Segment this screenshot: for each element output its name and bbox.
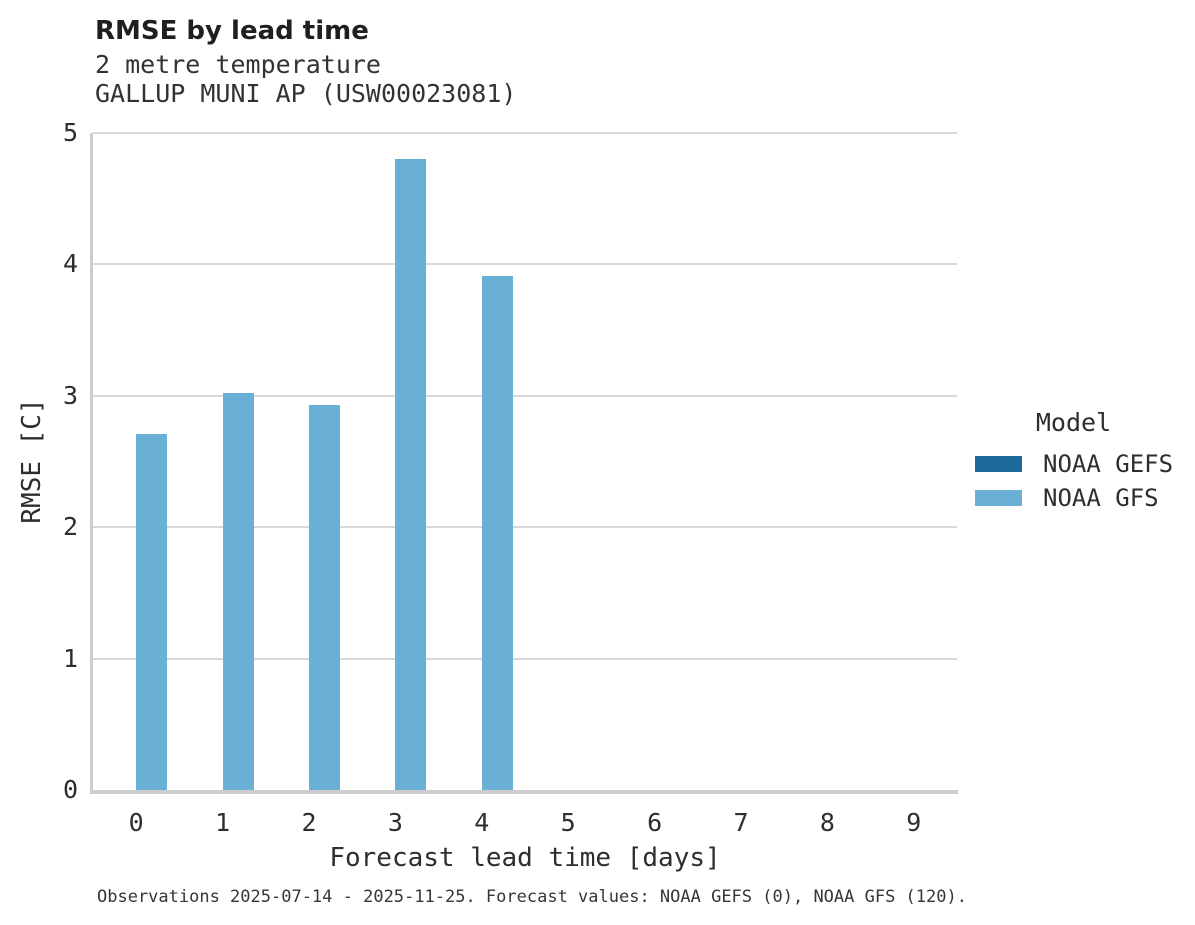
gridline-y-4 bbox=[93, 263, 957, 266]
x-tick-label-6: 6 bbox=[647, 808, 663, 837]
x-axis-title: Forecast lead time [days] bbox=[329, 843, 721, 873]
y-tick-label-0: 0 bbox=[62, 775, 78, 804]
legend: Model NOAA GEFS NOAA GFS bbox=[966, 408, 1181, 515]
y-tick-label-2: 2 bbox=[62, 512, 78, 542]
x-tick-label-7: 7 bbox=[733, 808, 749, 837]
chart-title: RMSE by lead time bbox=[95, 16, 369, 46]
x-axis-domain-line bbox=[90, 790, 958, 794]
x-tick-label-2: 2 bbox=[301, 808, 317, 837]
x-tick-label-9: 9 bbox=[906, 808, 922, 837]
bar-noaa-gfs-lead-3 bbox=[395, 159, 427, 790]
y-tick-label-5: 5 bbox=[62, 118, 78, 147]
chart-footer: Observations 2025-07-14 - 2025-11-25. Fo… bbox=[97, 887, 967, 907]
legend-label: NOAA GEFS bbox=[1043, 450, 1174, 478]
x-tick-label-5: 5 bbox=[560, 808, 576, 837]
x-tick-label-4: 4 bbox=[474, 808, 490, 837]
bar-noaa-gfs-lead-1 bbox=[222, 393, 254, 790]
legend-swatch-noaa-gefs bbox=[975, 456, 1022, 472]
gridline-y-3 bbox=[93, 394, 957, 397]
x-tick-label-1: 1 bbox=[215, 808, 231, 837]
y-tick-label-3: 3 bbox=[62, 380, 78, 410]
legend-title: Model bbox=[1035, 408, 1112, 437]
legend-label: NOAA GFS bbox=[1043, 484, 1159, 512]
y-tick-label-1: 1 bbox=[62, 643, 78, 673]
legend-entry-noaa-gfs: NOAA GFS bbox=[966, 481, 1181, 515]
chart-subtitle-line-2: GALLUP MUNI AP (USW00023081) bbox=[95, 79, 517, 108]
gridline-y-1 bbox=[93, 657, 957, 660]
y-axis-title: RMSE [C] bbox=[17, 398, 47, 524]
y-tick-label-4: 4 bbox=[62, 249, 78, 279]
chart-subtitle-line-1: 2 metre temperature bbox=[95, 50, 381, 79]
bar-noaa-gfs-lead-2 bbox=[309, 404, 340, 790]
x-tick-label-3: 3 bbox=[387, 808, 403, 837]
legend-entry-noaa-gefs: NOAA GEFS bbox=[966, 447, 1181, 481]
bar-noaa-gfs-lead-4 bbox=[481, 276, 513, 790]
x-tick-label-8: 8 bbox=[819, 808, 835, 837]
x-tick-label-0: 0 bbox=[128, 808, 144, 837]
y-axis-domain-line bbox=[90, 133, 93, 794]
legend-swatch-noaa-gfs bbox=[975, 490, 1022, 506]
gridline-y-2 bbox=[93, 526, 957, 529]
bar-noaa-gfs-lead-0 bbox=[136, 433, 168, 790]
gridline-y-5 bbox=[93, 132, 957, 134]
